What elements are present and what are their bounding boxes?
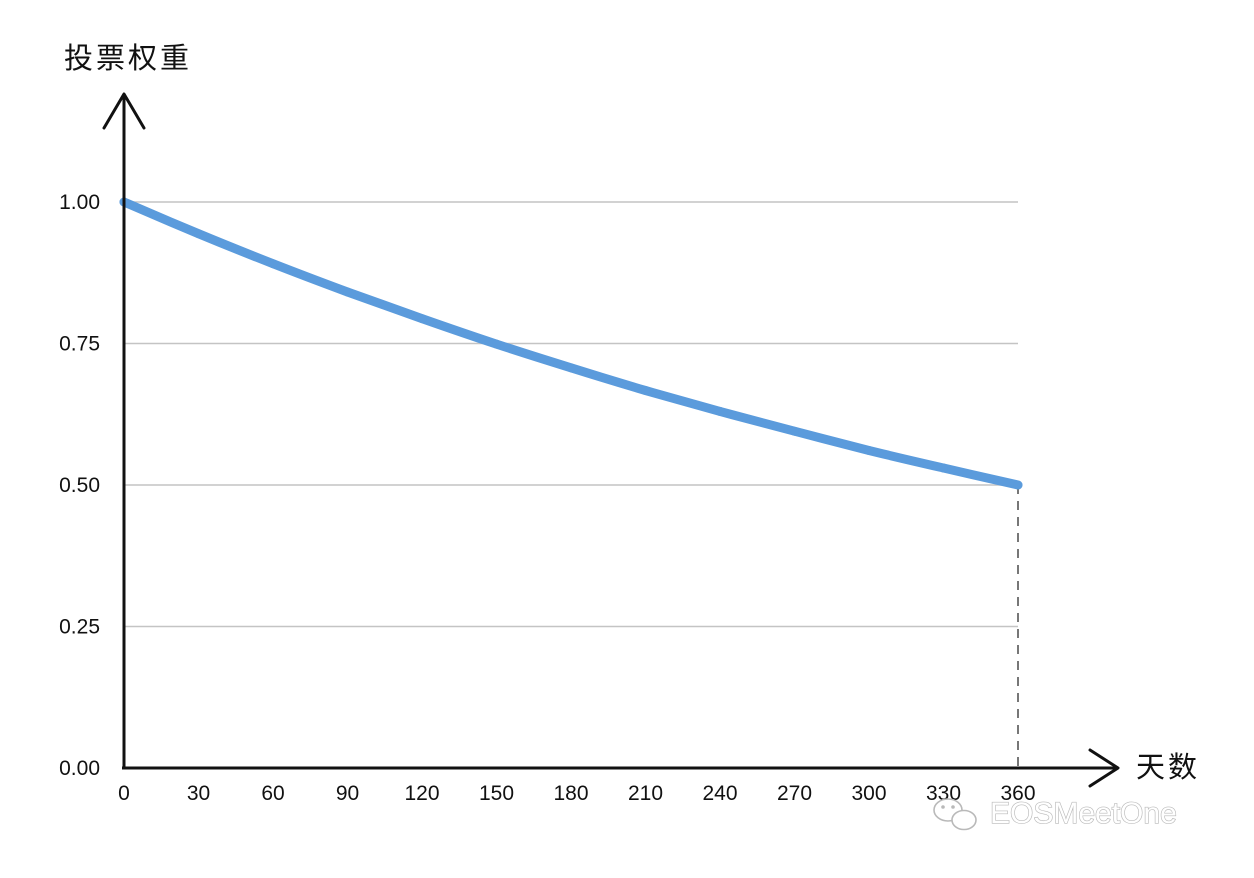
y-tick-label: 0.50 [59,474,100,497]
watermark: EOSMeetOne [933,796,1177,831]
x-tick-label: 300 [851,782,886,805]
x-tick-label: 240 [702,782,737,805]
data-point [268,259,278,269]
data-point [343,287,352,297]
y-axis-title: 投票权重 [64,41,192,75]
data-point [492,339,501,349]
x-axis-arrow [1088,748,1120,788]
gridlines [124,201,1018,628]
data-point [566,363,576,373]
y-tick-labels: 0.00 0.25 0.50 0.75 1.00 [59,191,100,780]
x-tick-label: 90 [336,782,359,805]
x-tick-label: 150 [479,782,514,805]
x-tick-label: 270 [777,782,812,805]
x-tick-label: 30 [187,782,210,805]
data-point [790,426,799,436]
y-tick-label: 0.75 [59,333,100,356]
x-tick-label: 180 [553,782,588,805]
data-point [641,385,650,395]
data-point [715,406,725,416]
x-tick-label: 60 [261,782,284,805]
data-point [417,314,427,324]
x-tick-label: 120 [404,782,439,805]
y-axis-arrow [102,92,146,130]
y-tick-label: 1.00 [59,191,100,214]
data-point [939,463,948,473]
x-tick-label: 360 [1000,782,1035,805]
x-axis-title: 天数 [1136,750,1200,784]
x-tick-labels: 0 30 60 90 120 150 180 210 240 270 300 330 360 [118,782,1035,805]
watermark-text: EOSMeetOne [990,797,1177,830]
x-tick-label: 210 [628,782,663,805]
data-point [194,229,203,239]
axes [102,92,1120,788]
x-tick-label: 0 [118,782,130,805]
data-point [1013,480,1023,490]
y-tick-label: 0.00 [59,757,100,780]
y-tick-label: 0.25 [59,616,100,639]
wechat-icon [933,798,977,831]
data-point [864,445,874,455]
